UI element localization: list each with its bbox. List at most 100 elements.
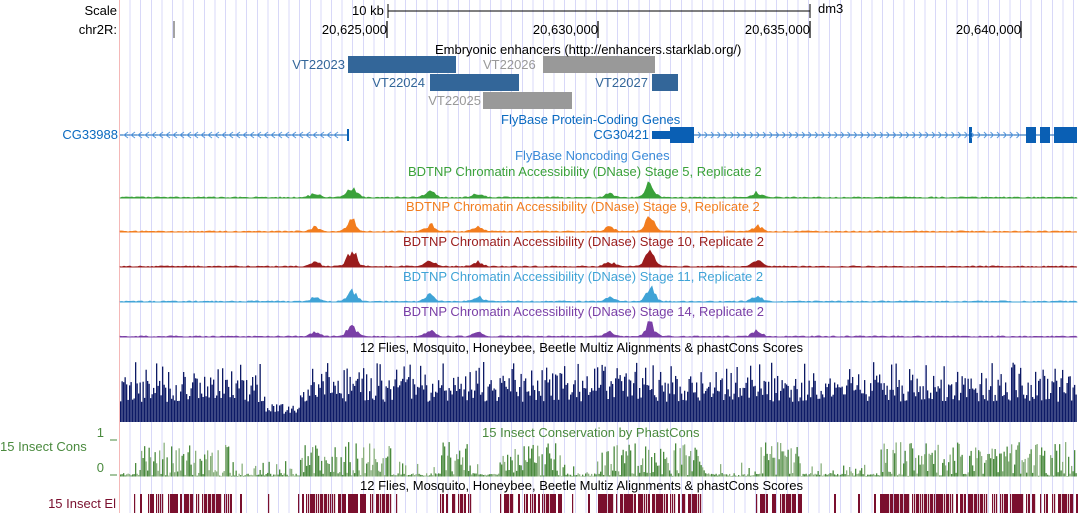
- track-title-dnase[interactable]: BDTNP Chromatin Accessibility (DNase) St…: [408, 164, 762, 179]
- multiz-bar: [597, 367, 599, 422]
- cons-bar: [553, 459, 555, 477]
- element-bar: [524, 494, 526, 513]
- cons-bar: [402, 463, 404, 477]
- multiz-bar: [828, 383, 830, 422]
- multiz-bar: [343, 370, 345, 422]
- element-bar: [652, 494, 654, 513]
- elements-side-label[interactable]: 15 Insect El: [48, 496, 116, 511]
- multiz-bar: [937, 386, 939, 422]
- multiz-bar: [391, 399, 393, 422]
- multiz-bar: [753, 386, 755, 422]
- track-title-dnase[interactable]: BDTNP Chromatin Accessibility (DNase) St…: [403, 269, 764, 284]
- cons-bar: [1023, 462, 1025, 477]
- cons-bar: [454, 460, 456, 477]
- cons-bar: [648, 449, 650, 477]
- cons-bar: [993, 458, 995, 477]
- enhancer-label[interactable]: VT22026: [483, 57, 536, 72]
- cons-bar: [129, 474, 131, 477]
- element-bar: [946, 494, 948, 513]
- cons-bar: [952, 447, 954, 477]
- multiz-bar: [622, 390, 624, 422]
- multiz-bar: [259, 364, 261, 422]
- cons-bar: [777, 442, 779, 477]
- cons-bar: [892, 449, 894, 477]
- cons-bar: [613, 446, 615, 477]
- element-bar: [944, 494, 946, 513]
- multiz-bar: [930, 392, 932, 422]
- cons-bar: [963, 474, 965, 477]
- cons-bar: [1035, 444, 1037, 477]
- cons-bar: [433, 467, 435, 477]
- strand-arrow: [235, 131, 241, 139]
- multiz-bar: [1060, 378, 1062, 422]
- cons-bar: [379, 471, 381, 477]
- gene-label-cg33988[interactable]: CG33988: [62, 127, 118, 142]
- multiz-bar: [244, 399, 246, 422]
- multiz-bar: [451, 394, 453, 422]
- element-bar: [766, 494, 768, 513]
- enhancer-block: [652, 74, 678, 91]
- enhancer-label[interactable]: VT22024: [372, 75, 425, 90]
- track-title-noncoding[interactable]: FlyBase Noncoding Genes: [515, 148, 670, 163]
- cons-bar: [514, 449, 516, 477]
- multiz-bar: [673, 394, 675, 422]
- track-title-cons[interactable]: 15 Insect Conservation by PhastCons: [482, 425, 700, 440]
- multiz-bar: [508, 378, 510, 422]
- enhancer-label[interactable]: VT22027: [595, 75, 648, 90]
- cons-bar: [364, 473, 366, 477]
- cons-bar: [1036, 444, 1038, 477]
- multiz-bar: [478, 367, 480, 422]
- multiz-bar: [1017, 397, 1019, 422]
- cons-bar: [444, 446, 446, 477]
- cons-bar: [492, 474, 494, 477]
- dnase-signal: [119, 216, 1078, 233]
- multiz-bar: [252, 377, 254, 422]
- multiz-bar: [526, 391, 528, 422]
- cons-bar: [958, 443, 960, 477]
- cons-bar: [136, 473, 138, 477]
- multiz-bar: [643, 384, 645, 422]
- enhancer-label[interactable]: VT22025: [428, 93, 481, 108]
- cons-bar: [823, 474, 825, 477]
- cons-bar: [853, 475, 855, 477]
- multiz-bar: [174, 400, 176, 422]
- multiz-bar: [429, 400, 431, 422]
- track-title-protein-genes[interactable]: FlyBase Protein-Coding Genes: [501, 112, 681, 127]
- cons-bar: [1071, 465, 1073, 477]
- multiz-bar: [657, 400, 659, 422]
- cons-bar: [934, 450, 936, 477]
- track-title-dnase[interactable]: BDTNP Chromatin Accessibility (DNase) St…: [406, 199, 760, 214]
- multiz-bar: [540, 395, 542, 422]
- cons-bar: [493, 473, 495, 477]
- cons-bar: [529, 458, 531, 477]
- element-bar: [526, 494, 528, 513]
- cons-bar: [291, 468, 293, 477]
- multiz-bar: [823, 397, 825, 422]
- cons-bar: [856, 473, 858, 477]
- element-bar: [674, 494, 676, 513]
- track-title-enhancers[interactable]: Embryonic enhancers (http://enhancers.st…: [435, 42, 742, 57]
- track-title-multiz[interactable]: 12 Flies, Mosquito, Honeybee, Beetle Mul…: [360, 340, 803, 355]
- cons-bar: [841, 473, 843, 477]
- multiz-bar: [454, 385, 456, 422]
- cons-bar: [471, 474, 473, 477]
- cons-side-label[interactable]: 15 Insect Cons: [0, 439, 87, 454]
- track-title-dnase[interactable]: BDTNP Chromatin Accessibility (DNase) St…: [403, 304, 765, 319]
- track-title-dnase[interactable]: BDTNP Chromatin Accessibility (DNase) St…: [403, 234, 765, 249]
- gene-label-cg30421[interactable]: CG30421: [593, 127, 649, 142]
- multiz-bar: [126, 384, 128, 422]
- cons-bar: [406, 475, 408, 477]
- enhancer-label[interactable]: VT22023: [292, 57, 345, 72]
- element-bar: [386, 494, 388, 513]
- multiz-bar: [162, 366, 164, 422]
- track-title-elements[interactable]: 12 Flies, Mosquito, Honeybee, Beetle Mul…: [360, 478, 803, 493]
- cons-bar: [1065, 442, 1067, 477]
- multiz-bar: [448, 388, 450, 422]
- multiz-bar: [975, 388, 977, 422]
- element-bar: [174, 494, 176, 513]
- cons-bar: [489, 474, 491, 477]
- cons-bar: [909, 443, 911, 477]
- cons-bar: [505, 470, 507, 477]
- multiz-bar: [687, 391, 689, 422]
